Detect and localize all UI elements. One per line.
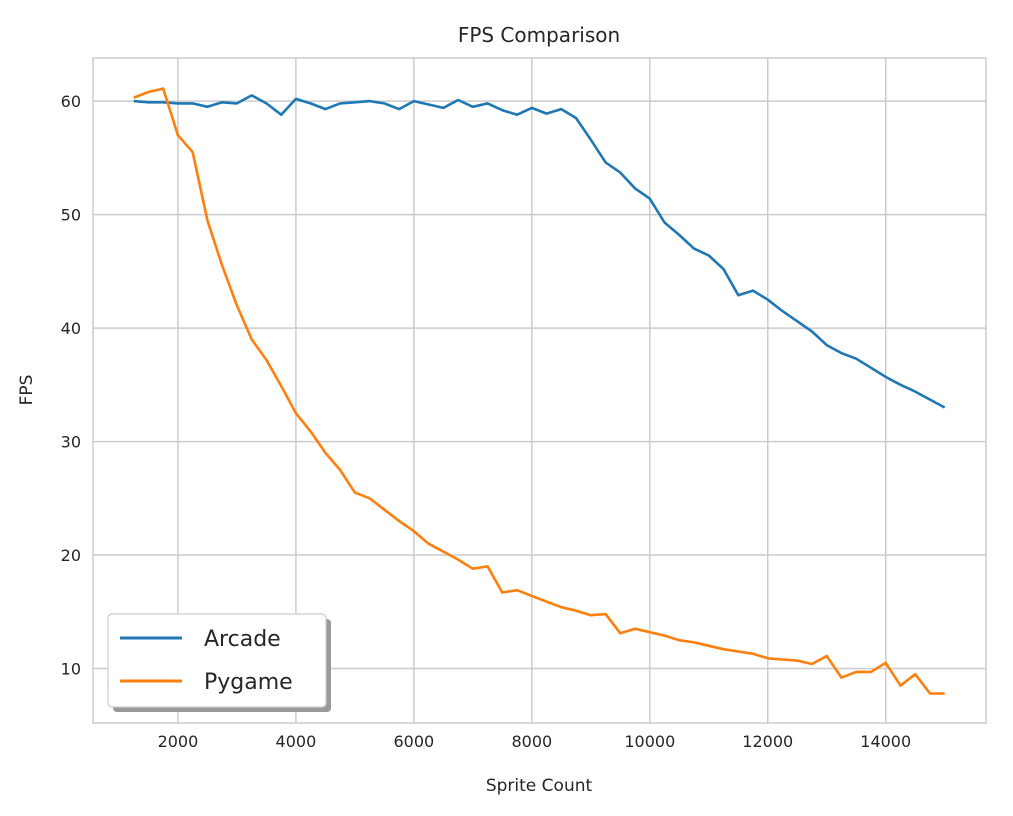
y-axis-label: FPS <box>17 375 37 406</box>
legend: Arcade Pygame <box>107 613 331 712</box>
chart-title: FPS Comparison <box>458 23 620 47</box>
series-line-arcade <box>133 94 946 409</box>
series-lines <box>133 87 946 695</box>
legend-label-pygame: Pygame <box>204 670 293 695</box>
x-tick-label: 6000 <box>394 732 435 751</box>
y-tick-label: 40 <box>61 319 81 338</box>
x-tick-label: 10000 <box>624 732 675 751</box>
y-tick-label: 20 <box>61 546 81 565</box>
x-axis-label: Sprite Count <box>486 776 593 796</box>
x-tick-label: 2000 <box>158 732 199 751</box>
y-tick-label: 10 <box>61 660 81 679</box>
series-line-pygame <box>133 87 945 695</box>
x-tick-label: 14000 <box>860 732 911 751</box>
x-tick-label: 12000 <box>742 732 793 751</box>
x-tick-label: 4000 <box>276 732 317 751</box>
y-tick-label: 50 <box>61 206 81 225</box>
y-tick-label: 30 <box>61 433 81 452</box>
y-tick-label: 60 <box>61 92 81 111</box>
plot-frame <box>92 57 987 724</box>
tick-labels: 2000 4000 6000 8000 10000 12000 14000 10 20 30 40 5… <box>61 92 912 751</box>
x-tick-label: 8000 <box>511 732 552 751</box>
legend-label-arcade: Arcade <box>204 627 281 652</box>
